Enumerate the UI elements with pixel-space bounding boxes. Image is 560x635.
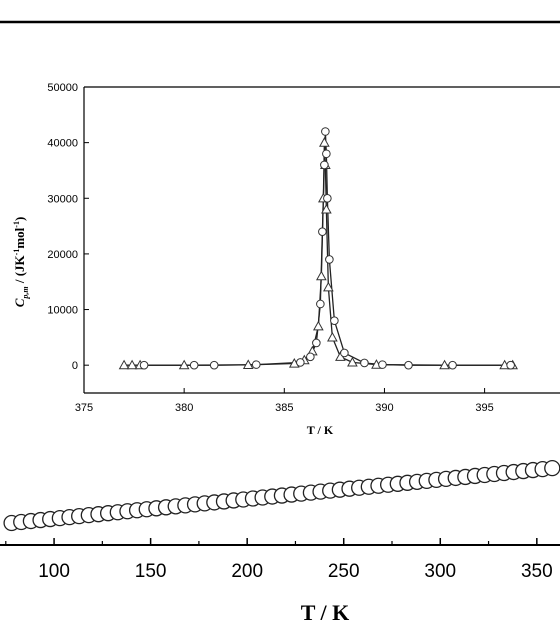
- inset-data-point-triangle: [178, 359, 190, 370]
- inset-data-point-triangle: [327, 331, 338, 342]
- main-chart: 100 150 200 250 300 350 T / K: [0, 459, 560, 625]
- inset-data-point-circle: [360, 358, 369, 368]
- inset-data-point-triangle: [316, 270, 327, 281]
- inset-data-points: [118, 127, 518, 370]
- main-x-tick-label-4: 300: [424, 561, 456, 582]
- inset-data-point-circle: [321, 127, 330, 136]
- inset-y-axis-label: Cp,m / (JK-1mol-1): [12, 217, 30, 308]
- inset-y-label-symbol: C: [12, 298, 27, 307]
- inset-data-point-circle: [318, 227, 327, 236]
- inset-y-tick-label-4: 40000: [47, 138, 78, 150]
- inset-y-label-sup1: -1: [12, 249, 21, 256]
- inset-x-tick-label-0: 375: [75, 402, 93, 414]
- inset-data-point-triangle: [242, 359, 254, 370]
- inset-x-ticks: 375380385390395400: [75, 388, 494, 414]
- main-x-tick-label-2: 200: [231, 561, 263, 582]
- inset-data-point-triangle: [323, 281, 334, 292]
- inset-data-point-circle: [506, 360, 515, 370]
- inset-y-tick-label-5: 50000: [47, 82, 78, 94]
- inset-data-point-circle: [139, 360, 149, 370]
- main-data-points: [3, 459, 560, 532]
- inset-data-point-triangle: [347, 356, 358, 367]
- inset-data-point-circle: [448, 360, 457, 370]
- inset-data-point-circle: [325, 255, 334, 264]
- inset-data-point-triangle: [313, 320, 324, 331]
- inset-data-point-circle: [251, 360, 261, 369]
- inset-x-tick-label-4: 395: [475, 402, 493, 414]
- inset-data-point-triangle: [126, 359, 138, 370]
- inset-data-point-circle: [330, 316, 339, 325]
- inset-data-point-triangle: [321, 203, 332, 214]
- main-x-tick-label-5: 350: [521, 561, 553, 582]
- inset-chart: 375380385390395400 010000200003000040000…: [12, 82, 560, 437]
- inset-x-axis-label: T / K: [307, 423, 334, 437]
- main-data-point: [544, 459, 560, 477]
- inset-y-tick-label-1: 10000: [47, 305, 78, 317]
- inset-data-point-triangle: [439, 359, 450, 370]
- inset-background: [82, 86, 560, 394]
- inset-data-point-circle: [189, 360, 199, 370]
- main-x-ticks: 100 150 200 250 300 350: [5, 538, 553, 582]
- inset-data-point-triangle: [319, 137, 330, 147]
- inset-x-tick-label-3: 390: [375, 402, 393, 414]
- main-x-tick-label-1: 150: [135, 561, 167, 582]
- inset-data-point-circle: [306, 352, 315, 362]
- main-x-tick-label-3: 250: [328, 561, 360, 582]
- inset-data-point-circle: [322, 149, 331, 159]
- inset-data-point-circle: [378, 360, 387, 369]
- inset-data-point-circle: [404, 360, 413, 370]
- inset-y-tick-label-0: 0: [72, 360, 78, 372]
- inset-data-point-circle: [316, 299, 325, 309]
- inset-x-tick-label-1: 380: [175, 402, 193, 414]
- main-x-tick-label-0: 100: [38, 561, 70, 582]
- inset-data-point-circle: [320, 160, 329, 170]
- inset-y-label-sup2: -1: [12, 221, 21, 228]
- inset-y-label-close: ): [12, 217, 27, 221]
- inset-y-ticks: 0 10000 20000 30000 40000 50000: [47, 82, 89, 372]
- inset-data-point-circle: [312, 338, 321, 348]
- inset-data-point-circle: [340, 348, 349, 358]
- inset-data-point-triangle: [118, 359, 130, 370]
- inset-data-point-circle: [323, 193, 332, 203]
- inset-y-tick-label-3: 30000: [47, 193, 78, 205]
- inset-data-point-circle: [296, 358, 305, 367]
- inset-y-label-subscript: p,m: [21, 286, 30, 299]
- inset-data-point-circle: [209, 360, 219, 370]
- main-x-axis-label: T / K: [301, 600, 350, 625]
- inset-x-tick-label-2: 385: [275, 402, 293, 414]
- inset-y-label-mol: mol: [12, 227, 27, 248]
- inset-y-label-unit: / (JK: [12, 254, 27, 286]
- inset-y-tick-label-2: 20000: [47, 249, 78, 261]
